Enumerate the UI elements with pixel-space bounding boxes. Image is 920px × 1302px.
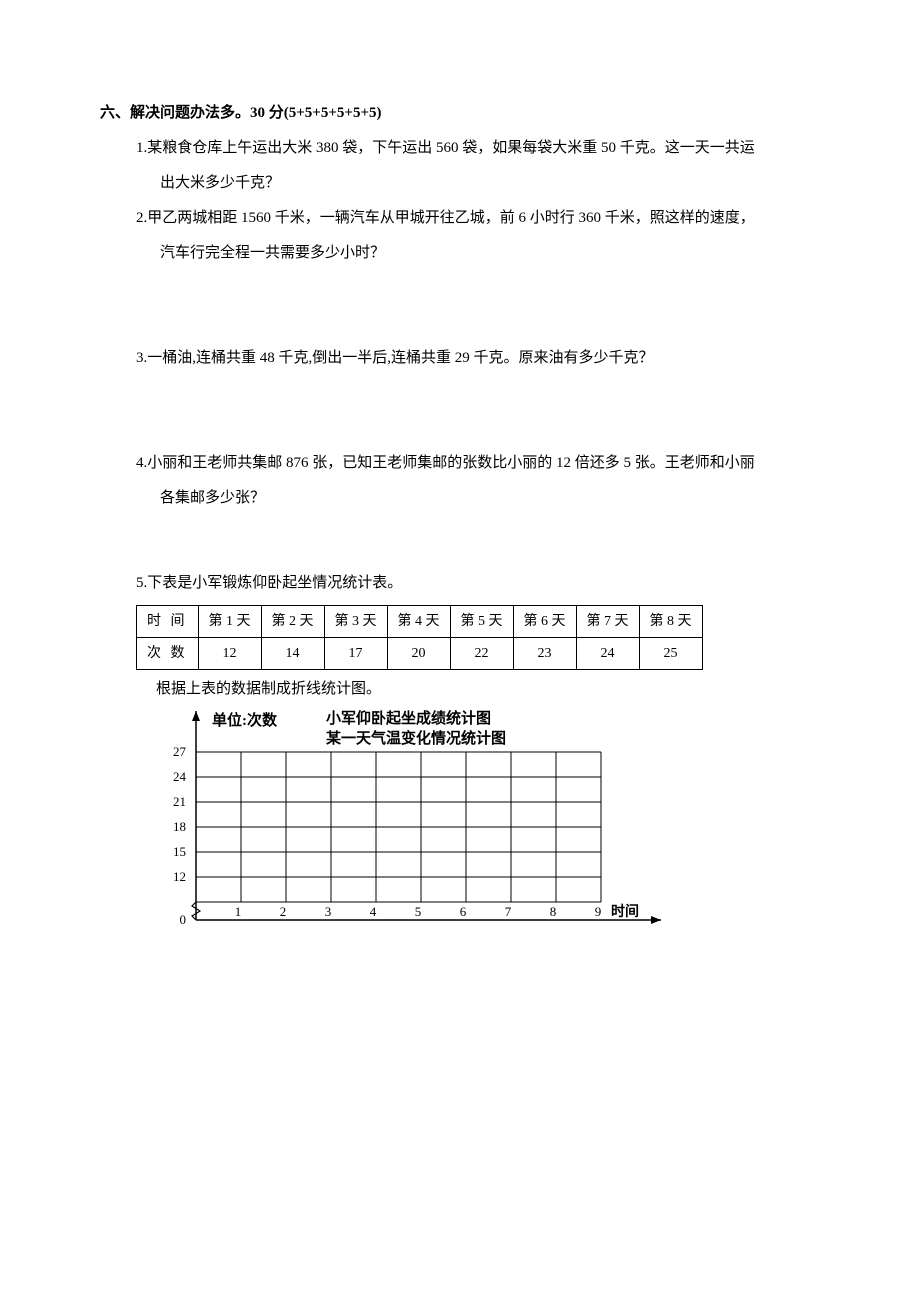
table-cell: 25 bbox=[639, 638, 702, 670]
table-row-label: 次 数 bbox=[137, 638, 199, 670]
question-1-cont: 出大米多少千克？ bbox=[160, 170, 820, 197]
table-cell: 12 bbox=[198, 638, 261, 670]
question-1: 1.某粮食仓库上午运出大米 380 袋，下午运出 560 袋，如果每袋大米重 5… bbox=[136, 135, 820, 162]
svg-text:1: 1 bbox=[235, 904, 242, 919]
table-cell: 17 bbox=[324, 638, 387, 670]
q3-num: 3. bbox=[136, 350, 147, 366]
chart-svg: 单位:次数小军仰卧起坐成绩统计图某一天气温变化情况统计图272421181512… bbox=[136, 707, 736, 957]
q4-cont: 各集邮多少张？ bbox=[160, 490, 265, 506]
q4-num: 4. bbox=[136, 455, 147, 471]
table-cell: 22 bbox=[450, 638, 513, 670]
q3-text: 一桶油,连桶共重 48 千克,倒出一半后,连桶共重 29 千克。原来油有多少千克… bbox=[147, 350, 653, 366]
svg-text:15: 15 bbox=[173, 844, 186, 859]
svg-text:7: 7 bbox=[505, 904, 512, 919]
svg-text:4: 4 bbox=[370, 904, 377, 919]
svg-text:8: 8 bbox=[550, 904, 557, 919]
svg-text:27: 27 bbox=[173, 744, 187, 759]
table-row: 次 数 12 14 17 20 22 23 24 25 bbox=[137, 638, 703, 670]
table-row: 时 间 第 1 天 第 2 天 第 3 天 第 4 天 第 5 天 第 6 天 … bbox=[137, 606, 703, 638]
table-cell: 24 bbox=[576, 638, 639, 670]
svg-text:6: 6 bbox=[460, 904, 467, 919]
svg-text:单位:次数: 单位:次数 bbox=[212, 711, 278, 729]
table-cell: 20 bbox=[387, 638, 450, 670]
svg-text:24: 24 bbox=[173, 769, 187, 784]
q5-num: 5. bbox=[136, 575, 147, 591]
svg-text:21: 21 bbox=[173, 794, 186, 809]
table-header-label: 时 间 bbox=[137, 606, 199, 638]
q1-text: 某粮食仓库上午运出大米 380 袋，下午运出 560 袋，如果每袋大米重 50 … bbox=[147, 140, 755, 156]
svg-text:18: 18 bbox=[173, 819, 186, 834]
table-cell: 23 bbox=[513, 638, 576, 670]
q2-cont: 汽车行完全程一共需要多少小时？ bbox=[160, 245, 385, 261]
question-4-cont: 各集邮多少张？ bbox=[160, 485, 820, 512]
q2-text: 甲乙两城相距 1560 千米，一辆汽车从甲城开往乙城，前 6 小时行 360 千… bbox=[147, 210, 755, 226]
blank-line-chart: 单位:次数小军仰卧起坐成绩统计图某一天气温变化情况统计图272421181512… bbox=[136, 707, 820, 967]
svg-text:5: 5 bbox=[415, 904, 422, 919]
situp-table: 时 间 第 1 天 第 2 天 第 3 天 第 4 天 第 5 天 第 6 天 … bbox=[136, 605, 703, 670]
q1-num: 1. bbox=[136, 140, 147, 156]
q2-num: 2. bbox=[136, 210, 147, 226]
q1-cont: 出大米多少千克？ bbox=[160, 175, 280, 191]
table-col: 第 3 天 bbox=[324, 606, 387, 638]
q5-intro: 下表是小军锻炼仰卧起坐情况统计表。 bbox=[147, 575, 402, 591]
section-number: 六、 bbox=[100, 105, 130, 121]
section-title: 解决问题办法多。30 分(5+5+5+5+5+5) bbox=[130, 105, 381, 121]
question-5-intro: 5.下表是小军锻炼仰卧起坐情况统计表。 bbox=[136, 570, 820, 597]
table-col: 第 1 天 bbox=[198, 606, 261, 638]
question-4: 4.小丽和王老师共集邮 876 张，已知王老师集邮的张数比小丽的 12 倍还多 … bbox=[136, 450, 820, 477]
table-col: 第 8 天 bbox=[639, 606, 702, 638]
question-2: 2.甲乙两城相距 1560 千米，一辆汽车从甲城开往乙城，前 6 小时行 360… bbox=[136, 205, 820, 232]
table-cell: 14 bbox=[261, 638, 324, 670]
svg-text:12: 12 bbox=[173, 869, 186, 884]
table-col: 第 7 天 bbox=[576, 606, 639, 638]
table-col: 第 5 天 bbox=[450, 606, 513, 638]
table-col: 第 4 天 bbox=[387, 606, 450, 638]
svg-text:0: 0 bbox=[180, 912, 187, 927]
question-3: 3.一桶油,连桶共重 48 千克,倒出一半后,连桶共重 29 千克。原来油有多少… bbox=[136, 345, 820, 372]
svg-text:3: 3 bbox=[325, 904, 332, 919]
table-col: 第 6 天 bbox=[513, 606, 576, 638]
table-col: 第 2 天 bbox=[261, 606, 324, 638]
svg-text:2: 2 bbox=[280, 904, 287, 919]
question-2-cont: 汽车行完全程一共需要多少小时？ bbox=[160, 240, 820, 267]
svg-text:9: 9 bbox=[595, 904, 602, 919]
svg-text:小军仰卧起坐成绩统计图: 小军仰卧起坐成绩统计图 bbox=[326, 709, 491, 727]
table-caption: 根据上表的数据制成折线统计图。 bbox=[156, 676, 820, 703]
svg-text:某一天气温变化情况统计图: 某一天气温变化情况统计图 bbox=[326, 729, 506, 747]
section-header: 六、解决问题办法多。30 分(5+5+5+5+5+5) bbox=[100, 100, 820, 127]
svg-text:时间: 时间 bbox=[611, 903, 639, 920]
q4-text: 小丽和王老师共集邮 876 张，已知王老师集邮的张数比小丽的 12 倍还多 5 … bbox=[147, 455, 755, 471]
